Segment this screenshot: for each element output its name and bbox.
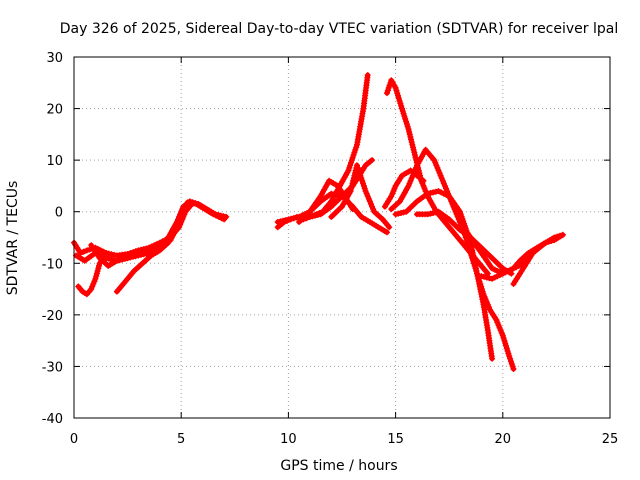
data-point xyxy=(494,268,501,274)
data-point xyxy=(124,255,131,262)
data-point xyxy=(400,209,407,216)
data-point xyxy=(97,247,104,254)
data-point xyxy=(165,239,172,246)
x-tick-label: 10 xyxy=(280,432,297,447)
series-pass-19 xyxy=(521,231,566,267)
data-point xyxy=(159,238,166,245)
data-point xyxy=(77,250,84,256)
data-point xyxy=(430,189,437,196)
y-tick-label: 0 xyxy=(55,206,63,221)
data-point xyxy=(486,275,493,282)
data-point xyxy=(306,213,313,220)
data-point xyxy=(215,213,222,220)
data-point xyxy=(435,188,442,195)
series-pass-10 xyxy=(328,162,393,231)
data-point xyxy=(80,248,87,255)
data-point xyxy=(432,209,439,216)
data-point xyxy=(545,238,552,245)
x-tick-label: 15 xyxy=(387,432,404,447)
data-point xyxy=(349,206,356,213)
x-tick-label: 0 xyxy=(70,432,78,447)
y-tick-label: 30 xyxy=(46,51,63,66)
data-area xyxy=(71,72,566,372)
x-tick-label: 25 xyxy=(602,432,619,447)
data-point xyxy=(312,212,319,219)
data-point xyxy=(154,240,161,247)
data-point xyxy=(542,239,549,246)
y-tick-label: -40 xyxy=(42,412,63,427)
data-point xyxy=(489,355,496,362)
data-point xyxy=(489,275,496,282)
chart-title: Day 326 of 2025, Sidereal Day-to-day VTE… xyxy=(60,21,618,37)
data-point xyxy=(121,255,128,262)
data-point xyxy=(392,211,399,218)
data-point xyxy=(103,250,110,256)
data-point xyxy=(83,247,90,254)
data-point xyxy=(132,251,139,258)
series-pass-3 xyxy=(88,201,195,269)
data-point xyxy=(135,250,142,256)
data-point xyxy=(400,110,407,117)
y-tick-label: -10 xyxy=(42,257,63,272)
grid xyxy=(74,57,610,418)
data-point xyxy=(559,231,566,238)
x-axis-tick-labels: 0 5 10 15 20 25 xyxy=(70,432,618,447)
y-tick-label: 20 xyxy=(46,103,63,118)
data-point xyxy=(494,273,501,280)
plot-frame xyxy=(73,56,611,419)
data-point xyxy=(395,92,401,99)
data-point xyxy=(386,224,393,231)
data-point xyxy=(146,244,152,251)
data-point xyxy=(148,243,155,250)
series-pass-5 xyxy=(113,239,172,295)
data-point xyxy=(440,190,447,197)
data-point xyxy=(127,253,134,260)
data-point xyxy=(282,217,289,224)
data-point xyxy=(221,216,228,223)
y-tick-label: -30 xyxy=(42,360,63,375)
x-tick-label: 20 xyxy=(495,432,512,447)
data-point xyxy=(218,215,225,222)
y-axis-tick-labels: -40 -30 -20 -10 0 10 20 30 xyxy=(42,51,63,427)
data-point xyxy=(140,247,147,254)
data-point xyxy=(384,229,390,236)
y-tick-label: -20 xyxy=(42,309,63,324)
data-point xyxy=(502,269,509,276)
data-point xyxy=(151,242,158,249)
data-point xyxy=(507,266,514,273)
data-point xyxy=(443,192,450,198)
data-point xyxy=(369,157,375,164)
data-point xyxy=(364,72,371,79)
data-point xyxy=(138,248,144,255)
series-pass-4 xyxy=(75,250,110,298)
x-tick-label: 5 xyxy=(177,432,185,447)
data-point xyxy=(497,271,504,278)
data-point xyxy=(548,237,555,244)
series-pass-13 xyxy=(388,146,517,372)
x-axis-title: GPS time / hours xyxy=(280,458,397,474)
axis-ticks xyxy=(73,56,611,419)
series-pass-6 xyxy=(274,72,371,231)
y-tick-label: 10 xyxy=(46,154,63,169)
y-axis-title: SDTVAR / TECUs xyxy=(5,181,21,296)
data-point xyxy=(213,212,219,219)
data-point xyxy=(188,201,195,207)
data-point xyxy=(162,237,169,244)
data-point xyxy=(499,270,506,277)
data-point xyxy=(481,273,487,280)
data-point xyxy=(510,366,517,372)
data-point xyxy=(489,265,496,272)
